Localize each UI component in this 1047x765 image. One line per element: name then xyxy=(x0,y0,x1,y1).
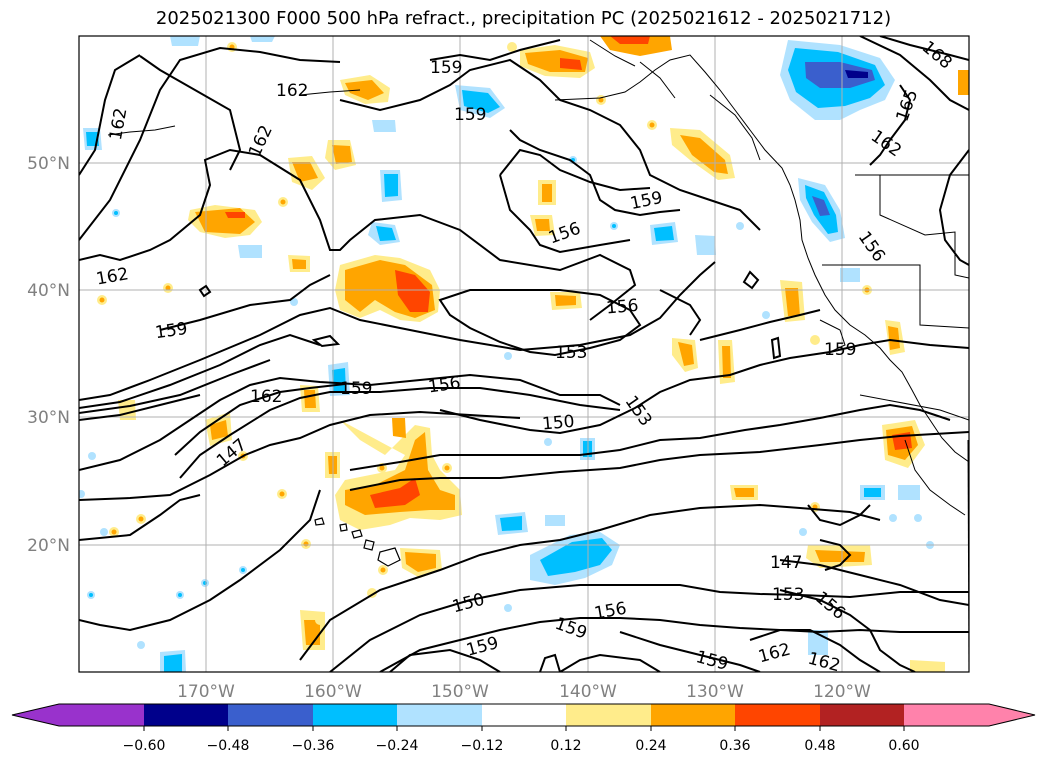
contour-label: 147 xyxy=(770,553,802,573)
lon-label: 150°W xyxy=(431,682,489,702)
lon-label: 170°W xyxy=(177,682,235,702)
colorbar-segment xyxy=(566,704,651,726)
precip-small-cells xyxy=(79,42,934,649)
contour-label: 159 xyxy=(824,340,856,360)
contour-label: 162 xyxy=(250,387,282,407)
contour-label: 162 xyxy=(276,81,308,101)
colorbar-tick-label: −0.48 xyxy=(207,738,250,754)
colorbar-tick-label: −0.36 xyxy=(292,738,335,754)
colorbar-tick-label: 0.24 xyxy=(635,738,666,754)
contour-label: 153 xyxy=(555,343,587,363)
lat-label: 40°N xyxy=(27,281,70,301)
contour-label: 159 xyxy=(454,105,486,125)
plot-frame xyxy=(78,35,970,673)
hawaii-islands xyxy=(314,517,401,567)
colorbar-tick-label: 0.36 xyxy=(719,738,750,754)
colorbar-segment xyxy=(651,704,735,726)
colorbar-segment xyxy=(482,704,566,726)
colorbar-segment xyxy=(397,704,482,726)
colorbar-tick-label: −0.24 xyxy=(376,738,419,754)
contour-label: 156 xyxy=(605,296,639,319)
lon-label: 140°W xyxy=(559,682,617,702)
colorbar-tick-label: −0.60 xyxy=(123,738,166,754)
latitude-labels: 50°N 40°N 30°N 20°N xyxy=(27,154,70,556)
colorbar-tick-label: 0.60 xyxy=(888,738,919,754)
colorbar-segment xyxy=(228,704,313,726)
lon-label: 130°W xyxy=(686,682,744,702)
contour-label: 159 xyxy=(154,319,189,343)
lon-label: 120°W xyxy=(813,682,871,702)
colorbar-segment xyxy=(820,704,904,726)
contour-label: 156 xyxy=(427,373,462,397)
plot-area: 162 162 162 159 159 162 168 165 162 159 … xyxy=(79,36,969,677)
colorbar-segment xyxy=(59,704,144,726)
contour-label: 159 xyxy=(340,379,372,399)
colorbar: −0.60 −0.48 −0.36 −0.24 −0.12 0.12 0.24 … xyxy=(11,703,1036,754)
contour-label: 153 xyxy=(772,585,804,605)
lat-label: 50°N xyxy=(27,154,70,174)
lat-label: 20°N xyxy=(27,536,70,556)
colorbar-tick-label: −0.12 xyxy=(461,738,504,754)
colorbar-extend-low xyxy=(12,704,59,726)
colorbar-tick-label: 0.12 xyxy=(550,738,581,754)
contour-label: 162 xyxy=(806,649,843,677)
lon-label: 160°W xyxy=(304,682,362,702)
colorbar-outline xyxy=(11,703,1036,727)
refractivity-contours xyxy=(79,36,969,672)
colorbar-tick-label: 0.48 xyxy=(804,738,835,754)
contour-label: 150 xyxy=(541,412,575,435)
colorbar-segment xyxy=(313,704,397,726)
map-title: 2025021300 F000 500 hPa refract., precip… xyxy=(155,8,892,29)
lat-label: 30°N xyxy=(27,408,70,428)
colorbar-segment xyxy=(904,704,989,726)
colorbar-segment xyxy=(735,704,820,726)
colorbar-ticks xyxy=(143,726,905,731)
longitude-labels: 170°W 160°W 150°W 140°W 130°W 120°W xyxy=(177,682,871,702)
contour-label: 159 xyxy=(430,58,462,78)
colorbar-extend-high xyxy=(989,704,1035,726)
colorbar-segment xyxy=(144,704,228,726)
